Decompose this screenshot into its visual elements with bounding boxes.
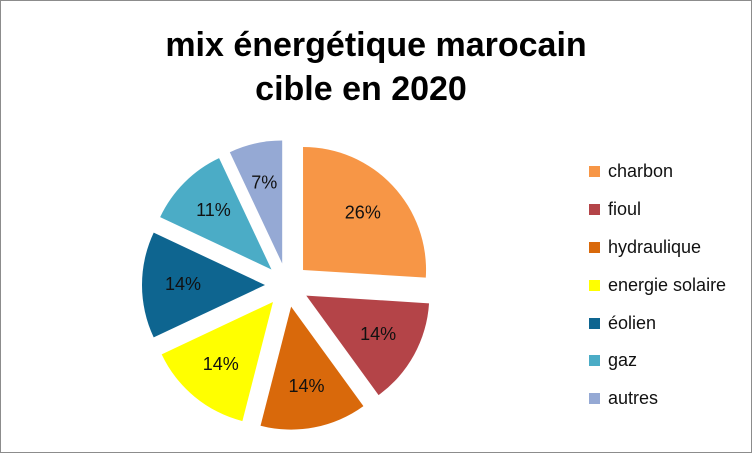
chart-title-line-1: mix énergétique marocain [165,26,587,64]
slice-label-0: 26% [345,203,381,223]
legend-swatch-autres [589,393,600,405]
legend-item-fioul: fioul [589,191,726,229]
pie-slice-2 [260,306,364,430]
legend-swatch-eolien [589,317,600,329]
legend-label-hydraulique: hydraulique [608,236,702,257]
legend-item-hydraulique: hydraulique [589,229,726,267]
legend-item-autres: autres [589,380,726,418]
legend-swatch-hydraulique [589,241,600,253]
legend-item-eolien: éolien [589,304,726,342]
slice-label-1: 14% [360,324,396,344]
legend-swatch-charbon [589,166,600,178]
legend-label-charbon: charbon [608,161,674,182]
pie-slice-6 [229,140,283,264]
chart-title-line-2: cible en 2020 [255,70,467,108]
pie-slice-1 [306,295,430,396]
legend: charbon fioul hydraulique energie solair… [589,153,726,418]
legend-item-energie-solaire: energie solaire [589,266,726,304]
slice-label-6: 7% [251,172,277,192]
legend-label-fioul: fioul [608,199,642,220]
slice-label-4: 14% [165,274,201,294]
slice-label-3: 14% [203,354,239,374]
legend-item-gaz: gaz [589,342,726,380]
pie-slice-5 [160,158,272,270]
legend-label-energie-solaire: energie solaire [608,274,727,295]
legend-swatch-fioul [589,204,600,216]
legend-label-gaz: gaz [608,350,638,371]
pie-slice-0 [303,146,427,278]
slice-label-5: 11% [196,200,231,220]
legend-item-charbon: charbon [589,153,726,191]
legend-swatch-energie-solaire [589,279,600,291]
legend-label-eolien: éolien [608,312,657,333]
chart-title: mix énergétique marocain cible en 2020 [1,23,751,111]
pie-slice-4 [141,232,265,338]
legend-swatch-gaz [589,355,600,367]
legend-label-autres: autres [608,388,659,409]
slice-label-2: 14% [288,376,324,396]
pie-slice-3 [161,301,273,422]
